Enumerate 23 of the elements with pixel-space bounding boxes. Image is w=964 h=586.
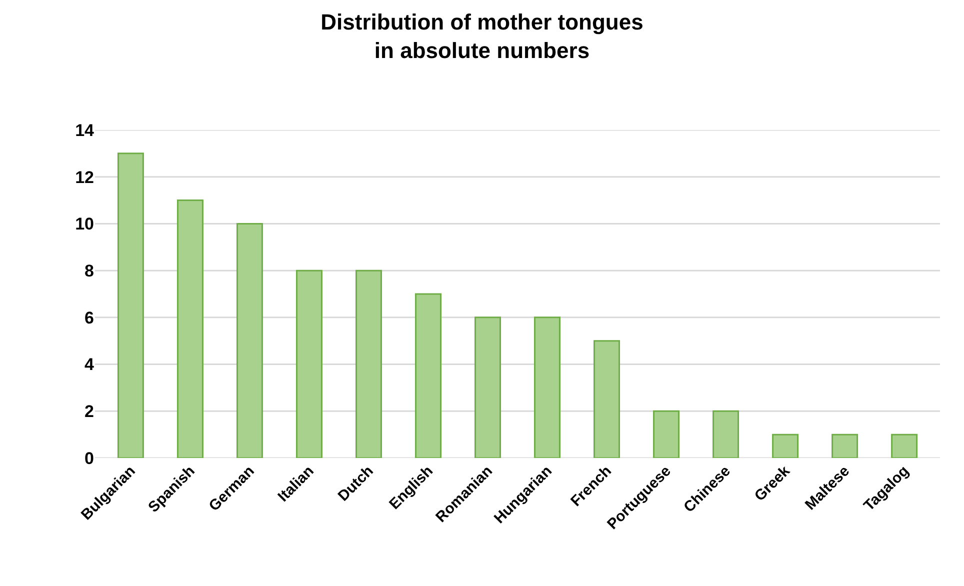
bar: [474, 316, 501, 458]
bar: [891, 434, 918, 458]
bar: [176, 200, 204, 458]
y-tick-label: 4: [84, 355, 95, 374]
chart-title: Distribution of mother tongues in absolute numbers: [320, 9, 644, 63]
bar: [772, 434, 799, 458]
y-tick-label: 6: [84, 308, 94, 328]
y-tick-label: 2: [84, 402, 94, 422]
bar: [414, 293, 442, 458]
y-tick-label: 0: [84, 448, 94, 468]
y-tick-label: 12: [75, 168, 94, 187]
bar: [594, 340, 620, 458]
y-tick-label: 14: [75, 120, 95, 140]
bar: [534, 316, 560, 458]
bar: [832, 434, 858, 458]
bar: [355, 270, 382, 458]
bar: [712, 410, 740, 458]
bar: [117, 152, 144, 458]
bar: [296, 270, 322, 458]
bar: [236, 222, 263, 458]
bar: [653, 410, 680, 458]
y-tick-label: 8: [84, 262, 94, 281]
y-tick-label: 10: [75, 214, 94, 234]
